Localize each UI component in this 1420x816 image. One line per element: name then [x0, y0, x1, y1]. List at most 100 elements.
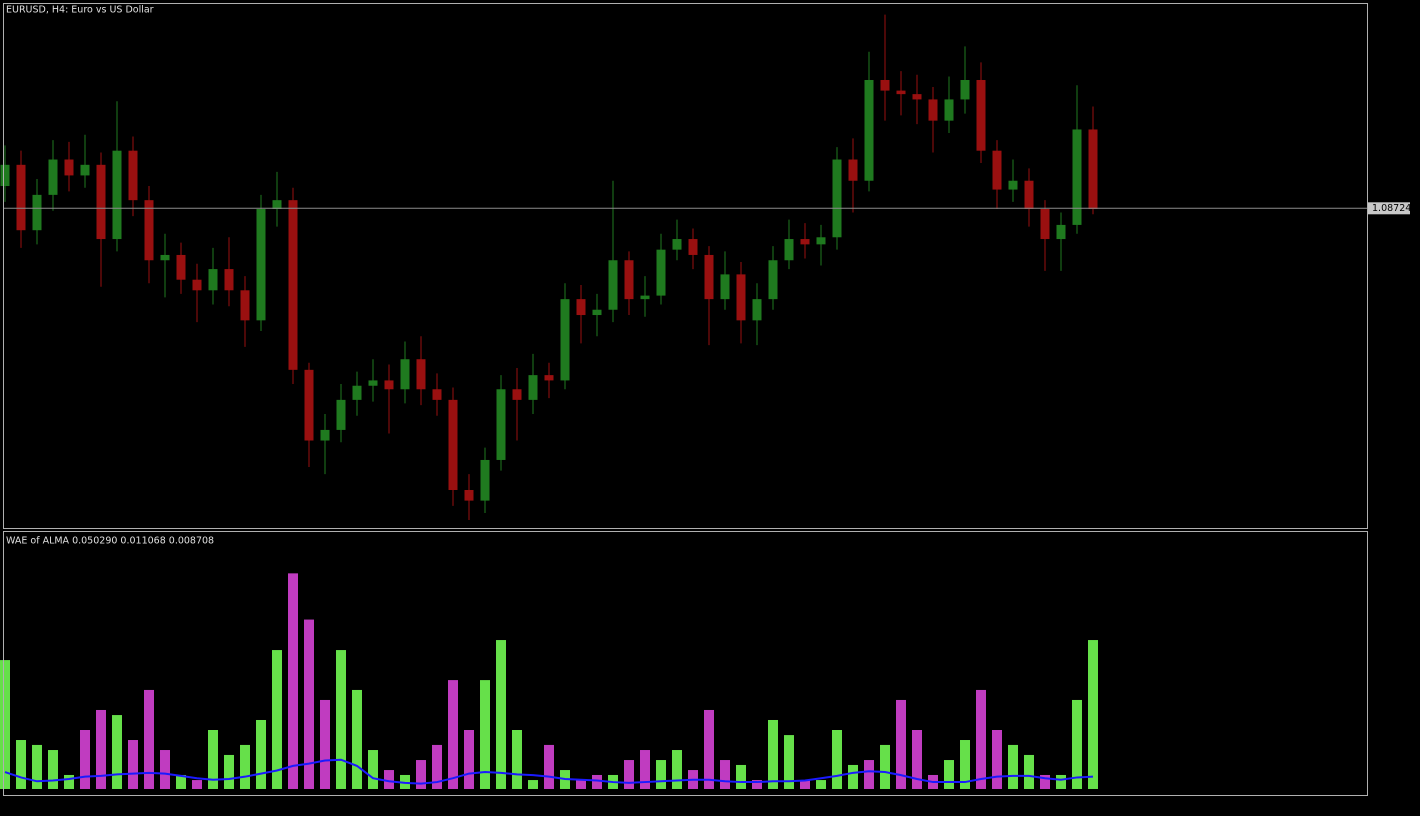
candle-body [720, 274, 730, 300]
histogram-bar [304, 619, 314, 789]
candle-body [608, 260, 618, 310]
candle-body [688, 239, 698, 255]
histogram-bar [656, 760, 666, 789]
histogram-bar [368, 750, 378, 789]
candle-body [304, 369, 314, 441]
histogram-bar [800, 780, 810, 789]
candle-body [368, 380, 378, 386]
current-price-label: 1.08724 [1372, 203, 1411, 214]
histogram-bar [880, 744, 890, 789]
histogram-bar [624, 760, 634, 789]
histogram-bar [592, 774, 602, 789]
candle-body [352, 385, 362, 400]
histogram-bar [640, 750, 650, 789]
histogram-bar [464, 730, 474, 789]
histogram-bar [848, 764, 858, 789]
histogram-bar [416, 760, 426, 789]
candle-body [752, 299, 762, 321]
candle-body [512, 389, 522, 400]
candle-body [96, 164, 106, 240]
histogram-bar [528, 780, 538, 789]
plot-layer [0, 14, 1367, 789]
histogram-bar [1040, 774, 1050, 789]
histogram-bar [976, 689, 986, 789]
candle-body [816, 237, 826, 245]
candle-body [16, 164, 26, 231]
candle-body [576, 299, 586, 316]
price-frame [3, 3, 1368, 529]
candle-body [736, 274, 746, 321]
histogram-bar [32, 744, 42, 789]
indicator-title: WAE of ALMA 0.050290 0.011068 0.008708 [6, 536, 214, 547]
histogram-bar [288, 573, 298, 789]
candle-body [848, 159, 858, 181]
candle-body [976, 79, 986, 151]
histogram-bar [1024, 754, 1034, 789]
candle-body [432, 389, 442, 400]
histogram-bar [80, 730, 90, 789]
candle-body [864, 79, 874, 181]
candle-body [416, 359, 426, 390]
candle-body [320, 429, 330, 441]
histogram-bar [64, 774, 74, 789]
chart-title: EURUSD, H4: Euro vs US Dollar [6, 5, 154, 16]
candle-body [1088, 129, 1098, 210]
candle-body [400, 359, 410, 390]
candle-body [1024, 180, 1034, 210]
histogram-bar [1088, 640, 1098, 789]
histogram-bar [912, 730, 922, 789]
histogram-bar [448, 680, 458, 789]
histogram-bar [1056, 774, 1066, 789]
histogram-bar [544, 744, 554, 789]
histogram-bar [784, 735, 794, 789]
candle-body [144, 200, 154, 261]
candle-body [768, 260, 778, 300]
candle-body [704, 254, 714, 300]
candle-body [560, 299, 570, 381]
candle-body [1072, 129, 1082, 225]
candle-body [128, 150, 138, 201]
candle-body [272, 200, 282, 210]
candle-body [1056, 224, 1066, 240]
candle-body [544, 375, 554, 381]
histogram-bar [864, 760, 874, 789]
histogram-bar [48, 750, 58, 789]
histogram-bar [704, 709, 714, 789]
histogram-bar [112, 715, 122, 789]
histogram-bar [768, 719, 778, 789]
candle-body [896, 90, 906, 95]
candle-body [112, 150, 122, 240]
candle-body [672, 239, 682, 250]
histogram-bar [320, 699, 330, 789]
histogram-bar [96, 709, 106, 789]
histogram-bar [208, 730, 218, 789]
candle-body [880, 79, 890, 91]
histogram-bar [224, 754, 234, 789]
histogram-bar [672, 750, 682, 789]
candle-body [80, 164, 90, 176]
candle-body [224, 269, 234, 291]
candle-body [960, 79, 970, 100]
candle-body [656, 249, 666, 296]
histogram-bar [1072, 699, 1082, 789]
candle-body [592, 309, 602, 316]
histogram-bar [992, 730, 1002, 789]
histogram-bar [352, 689, 362, 789]
histogram-bar [1008, 744, 1018, 789]
candle-body [192, 279, 202, 291]
histogram-bar [960, 740, 970, 789]
current-price-box [1368, 202, 1410, 215]
candle-body [992, 150, 1002, 190]
candle-body [1040, 209, 1050, 240]
histogram-bar [736, 764, 746, 789]
signal-line [4, 758, 1094, 785]
histogram-bar [512, 730, 522, 789]
candle-body [336, 399, 346, 430]
candle-body [784, 239, 794, 261]
histogram-bar [144, 689, 154, 789]
histogram-bar [256, 719, 266, 789]
candle-body [288, 200, 298, 370]
